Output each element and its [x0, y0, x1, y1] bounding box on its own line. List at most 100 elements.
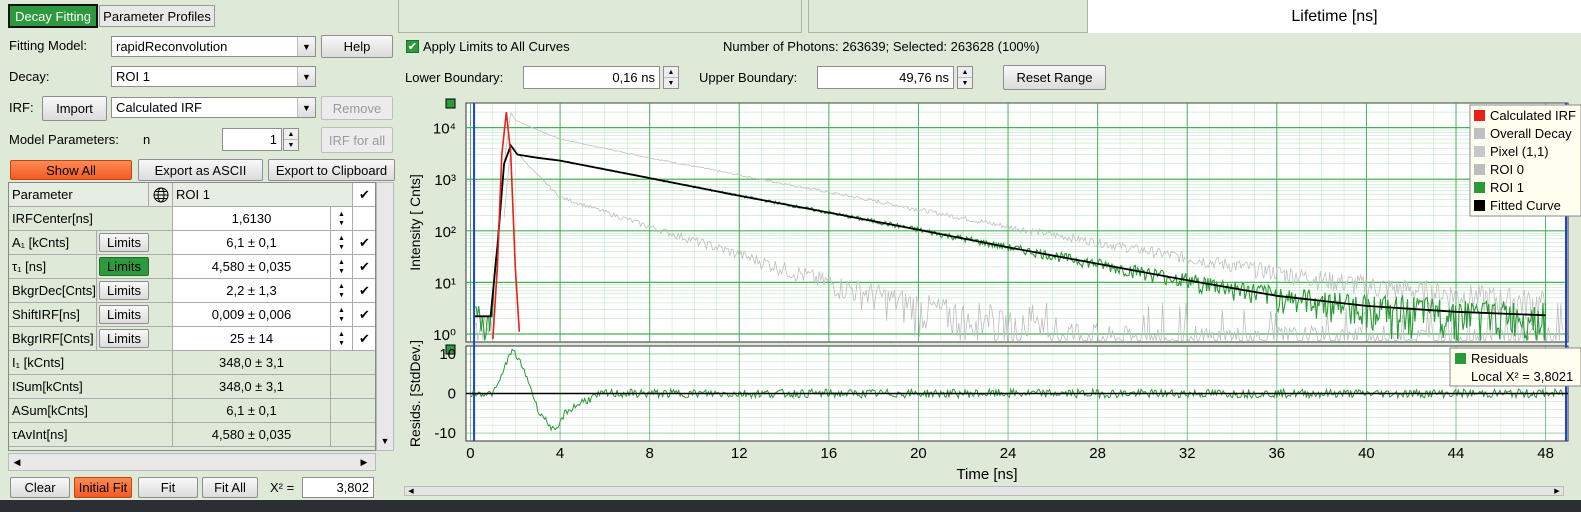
decay-select[interactable]: ROI 1 ▼	[111, 66, 316, 87]
x-tick-label: 48	[1537, 445, 1554, 462]
globe-icon[interactable]	[149, 183, 173, 207]
up-arrow-icon[interactable]: ▲	[287, 130, 295, 138]
chevron-down-icon: ▼	[297, 67, 315, 86]
irf-for-all-button[interactable]: IRF for all	[321, 127, 393, 153]
row-3-spinner[interactable]: ▲ ▼	[331, 279, 353, 303]
plot-options-icon[interactable]	[445, 98, 456, 109]
show-all-button[interactable]: Show All	[10, 160, 132, 180]
x-tick-label: 24	[1000, 445, 1017, 462]
limits-button[interactable]: Limits	[99, 305, 149, 324]
down-arrow-icon[interactable]: ▼	[958, 77, 972, 88]
n-spinner[interactable]: ▲ ▼	[283, 128, 299, 151]
down-arrow-icon[interactable]: ▼	[284, 139, 298, 150]
legend-entry: Fitted Curve	[1490, 198, 1561, 213]
initial-fit-button[interactable]: Initial Fit	[74, 477, 132, 498]
x-tick-label: 4	[556, 445, 564, 462]
scroll-right-icon[interactable]: ▶	[360, 456, 368, 467]
row-4-spinner[interactable]: ▲ ▼	[331, 303, 353, 327]
row-1-fixed-check[interactable]: ✔	[353, 231, 375, 255]
decay-label: Decay:	[9, 69, 50, 84]
row-1-spinner[interactable]: ▲ ▼	[331, 231, 353, 255]
lower-boundary-input[interactable]: 0,16 ns	[523, 66, 660, 89]
fitting-model-select[interactable]: rapidReconvolution ▼	[111, 36, 316, 57]
residual-legend: Residuals Local X² = 3,8021	[1449, 347, 1581, 387]
import-button[interactable]: Import	[42, 96, 107, 121]
tab-decay-fitting[interactable]: Decay Fitting	[8, 4, 98, 28]
apply-limits-label: Apply Limits to All Curves	[423, 39, 570, 54]
row-3-value[interactable]: 2,2 ± 1,3	[173, 279, 331, 303]
clear-button[interactable]: Clear	[10, 477, 70, 498]
fitting-model-label: Fitting Model:	[9, 38, 88, 53]
row-2-fixed-check[interactable]: ✔	[353, 255, 375, 279]
x-tick-label: 28	[1089, 445, 1106, 462]
row-3-fixed-check[interactable]: ✔	[353, 279, 375, 303]
fit-button[interactable]: Fit	[138, 477, 198, 498]
x-tick-label: 0	[466, 445, 474, 462]
legend-entry: Overall Decay	[1490, 126, 1572, 141]
lower-boundary-spinner[interactable]: ▲ ▼	[663, 66, 679, 89]
residual-y-axis-label: Resids. [StdDev.]	[407, 340, 423, 447]
chart-hscrollbar[interactable]	[404, 486, 1564, 496]
apply-limits-checkbox[interactable]: ✔	[406, 40, 419, 53]
scroll-right-icon[interactable]: ▶	[1554, 488, 1560, 495]
row-9-name: τAvInt[ns]	[9, 423, 173, 447]
limits-button[interactable]: Limits	[99, 257, 149, 276]
series-overall-decay	[474, 111, 1546, 341]
limits-button[interactable]: Limits	[99, 281, 149, 300]
row-1-value[interactable]: 6,1 ± 0,1	[173, 231, 331, 255]
chart-legend: Calculated IRF Overall Decay Pixel (1,1) RO…	[1469, 104, 1581, 217]
upper-boundary-input[interactable]: 49,76 ns	[817, 66, 954, 89]
row-8-value: 6,1 ± 0,1	[173, 399, 331, 423]
taskbar	[0, 500, 1581, 512]
row-5-fixed-check[interactable]: ✔	[353, 327, 375, 351]
irf-select[interactable]: Calculated IRF ▼	[111, 97, 316, 118]
fitting-model-value: rapidReconvolution	[116, 39, 228, 54]
row-2-value[interactable]: 4,580 ± 0,035	[173, 255, 331, 279]
row-5-spinner[interactable]: ▲ ▼	[331, 327, 353, 351]
scroll-down-icon[interactable]: ▼	[380, 436, 390, 446]
limits-button[interactable]: Limits	[99, 329, 149, 348]
row-0-spinner[interactable]: ▲ ▼	[331, 207, 353, 231]
x-axis-label: Time [ns]	[956, 466, 1017, 483]
row-4-fixed-check[interactable]: ✔	[353, 303, 375, 327]
parameter-table: Parameter ROI 1 ✔ IRFCenter[ns] 1,6130 ▲ ▼ A…	[8, 182, 376, 451]
scroll-left-icon[interactable]: ◀	[408, 488, 414, 495]
limits-button[interactable]: Limits	[99, 233, 149, 252]
table-hscrollbar[interactable]	[8, 453, 376, 471]
x-tick-label: 36	[1268, 445, 1285, 462]
intensity-plot-area[interactable]	[465, 102, 1569, 343]
legend-swatch	[1474, 200, 1485, 211]
header-parameter: Parameter	[9, 183, 149, 207]
row-0-fixed-check[interactable]	[353, 207, 375, 231]
y-tick-label: 10²	[434, 224, 456, 241]
row-0-value[interactable]: 1,6130	[173, 207, 331, 231]
up-arrow-icon[interactable]: ▲	[961, 68, 969, 76]
plot-options-icon[interactable]	[445, 344, 456, 355]
row-5-value[interactable]: 25 ± 14	[173, 327, 331, 351]
decay-chart[interactable]: 0 4 8 12 16 20 24 28 32 36 40 44 4810⁰10¹10²10³10⁴-1…	[398, 96, 1581, 486]
header-check[interactable]: ✔	[353, 183, 375, 207]
decay-value: ROI 1	[116, 69, 150, 84]
export-clipboard-button[interactable]: Export to Clipboard	[268, 159, 395, 181]
help-button[interactable]: Help	[321, 35, 393, 58]
row-4-value[interactable]: 0,009 ± 0,006	[173, 303, 331, 327]
row-2-spinner[interactable]: ▲ ▼	[331, 255, 353, 279]
export-ascii-button[interactable]: Export as ASCII	[138, 159, 263, 181]
x-tick-label: 12	[731, 445, 748, 462]
n-input[interactable]: 1	[222, 128, 282, 151]
upper-boundary-spinner[interactable]: ▲ ▼	[957, 66, 973, 89]
table-vscrollbar[interactable]	[376, 182, 394, 451]
x-tick-label: 16	[821, 445, 838, 462]
y-axis-label: Intensity [ Cnts]	[407, 174, 423, 270]
reset-range-button[interactable]: Reset Range	[1003, 65, 1106, 90]
up-arrow-icon[interactable]: ▲	[667, 68, 675, 76]
row-8-pad	[331, 399, 375, 423]
tab-parameter-profiles[interactable]: Parameter Profiles	[99, 5, 215, 27]
scroll-left-icon[interactable]: ◀	[13, 456, 21, 467]
x-tick-label: 44	[1448, 445, 1465, 462]
remove-button[interactable]: Remove	[321, 96, 393, 120]
down-arrow-icon[interactable]: ▼	[664, 77, 678, 88]
fit-all-button[interactable]: Fit All	[202, 477, 258, 498]
y-tick-label: 10¹	[434, 275, 456, 292]
n-label: n	[143, 132, 151, 147]
